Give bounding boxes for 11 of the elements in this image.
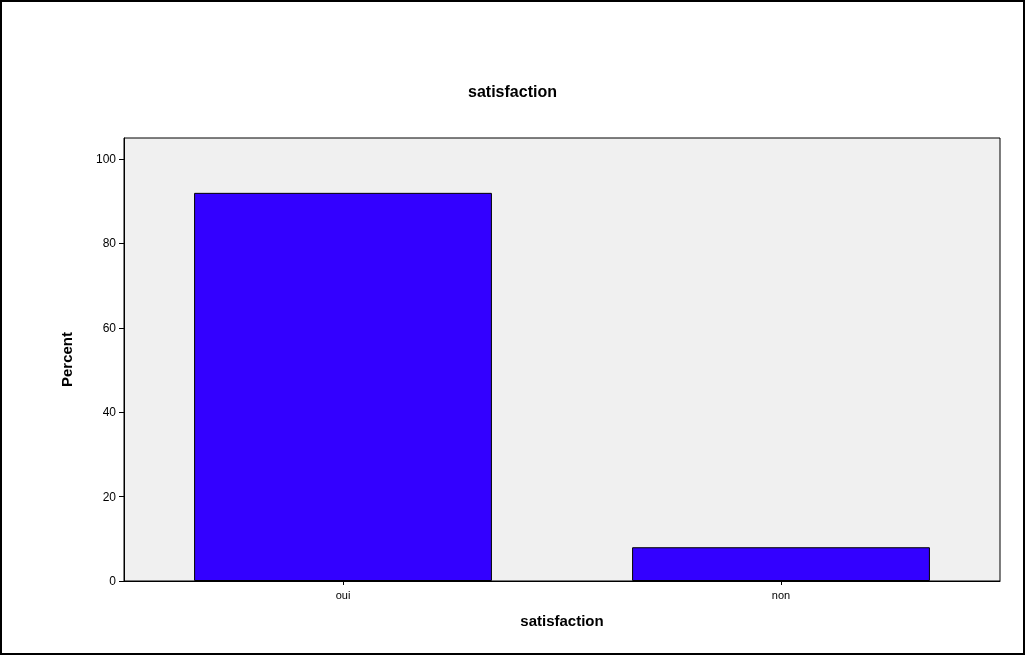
y-tick-label: 20 [102,489,117,504]
x-tick-label: oui [335,588,351,601]
y-tick-label: 0 [109,574,117,588]
y-tick-label: 100 [95,152,117,167]
y-tick-label: 80 [102,236,117,251]
y-tick-label: 60 [102,320,117,335]
x-axis-title: satisfaction [520,612,604,629]
y-tick-label: 40 [102,405,117,420]
y-axis-title: Percent [58,331,75,388]
chart-title: satisfaction [468,82,557,100]
x-tick-label: non [771,588,791,601]
